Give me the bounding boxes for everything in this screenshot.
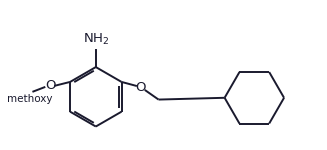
Text: methoxy: methoxy: [7, 94, 52, 104]
Text: O: O: [45, 79, 56, 92]
Text: NH$_2$: NH$_2$: [83, 32, 109, 47]
Text: O: O: [135, 81, 146, 94]
